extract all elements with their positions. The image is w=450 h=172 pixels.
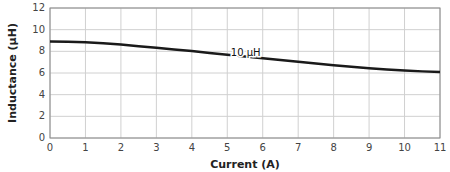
x-tick-label: 0 xyxy=(47,142,53,153)
x-axis-label: Current (A) xyxy=(210,158,280,171)
y-grid-line xyxy=(50,29,440,30)
x-tick-label: 10 xyxy=(398,142,411,153)
x-tick-label: 1 xyxy=(82,142,88,153)
y-tick-label: 2 xyxy=(39,110,45,121)
annotation: 10 μH xyxy=(231,47,261,58)
y-tick-label: 6 xyxy=(39,67,45,78)
y-tick-label: 4 xyxy=(39,89,45,100)
x-tick-label: 3 xyxy=(153,142,159,153)
x-tick-label: 5 xyxy=(224,142,230,153)
y-tick-label: 8 xyxy=(39,45,45,56)
x-tick-label: 7 xyxy=(295,142,301,153)
x-tick-label: 9 xyxy=(366,142,372,153)
x-tick-label: 8 xyxy=(330,142,336,153)
x-tick-label: 11 xyxy=(434,142,447,153)
y-grid-line xyxy=(50,116,440,117)
y-tick-label: 0 xyxy=(39,132,45,143)
chart: 0123456789101102468101210 μHCurrent (A)I… xyxy=(0,0,450,172)
x-tick-label: 6 xyxy=(260,142,266,153)
series xyxy=(50,42,440,72)
grid xyxy=(50,8,440,138)
y-tick-label: 10 xyxy=(32,24,45,35)
x-tick-label: 2 xyxy=(118,142,124,153)
x-tick-label: 4 xyxy=(189,142,195,153)
y-axis-label: Inductance (μH) xyxy=(6,23,19,123)
y-grid-line xyxy=(50,94,440,95)
plot-frame xyxy=(50,8,440,138)
line xyxy=(50,42,440,72)
y-tick-label: 12 xyxy=(32,2,45,13)
y-grid-line xyxy=(50,73,440,74)
